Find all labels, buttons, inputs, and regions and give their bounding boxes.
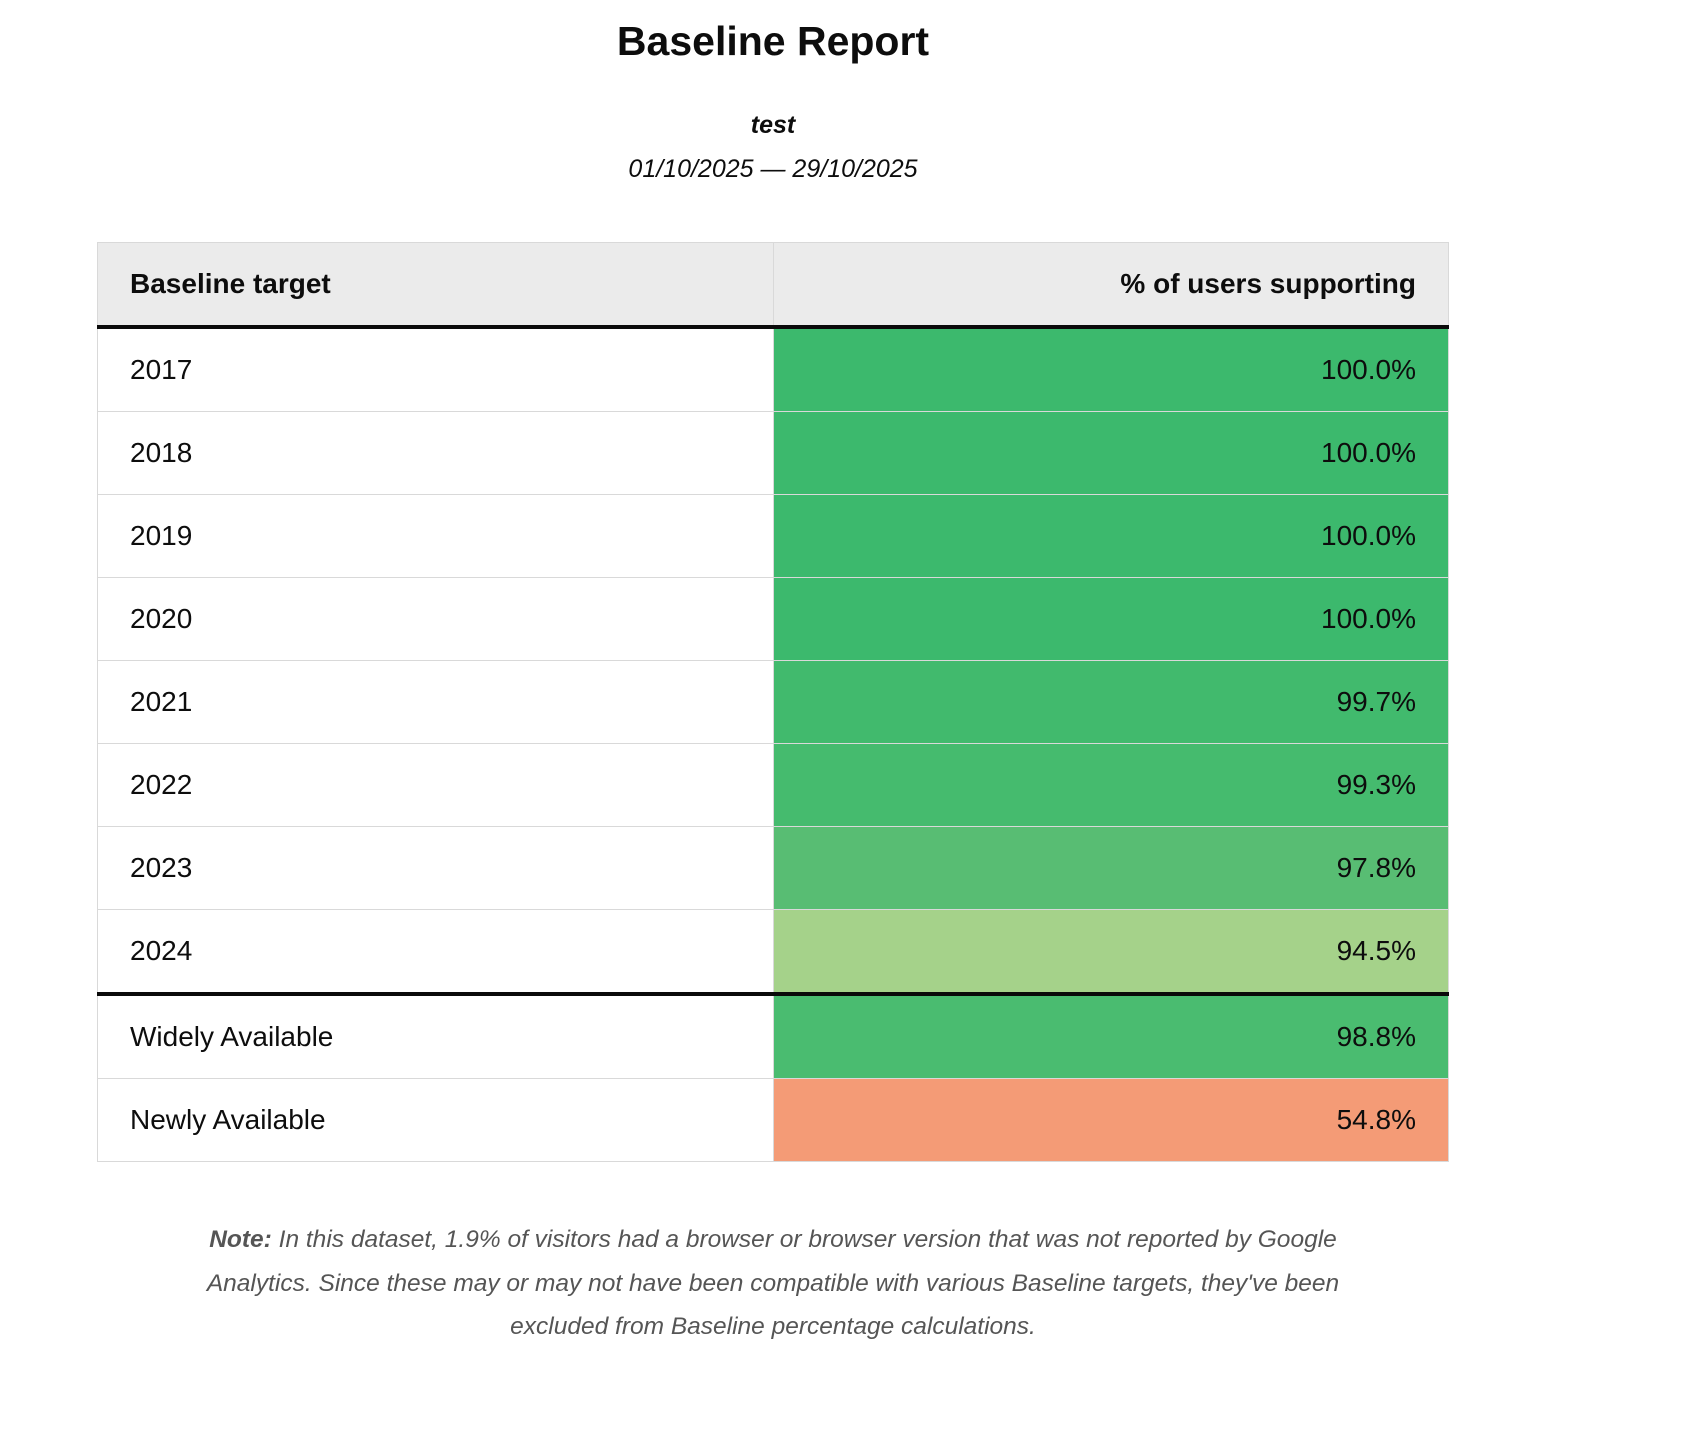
baseline-target-cell: Newly Available — [97, 1078, 774, 1162]
baseline-target-cell: 2017 — [97, 326, 774, 412]
baseline-target-cell: 2022 — [97, 743, 774, 827]
table-header: Baseline target % of users supporting — [97, 242, 1449, 329]
table-row: 2018 100.0% — [97, 411, 1449, 495]
percent-supporting-cell: 100.0% — [772, 577, 1449, 661]
baseline-target-cell: 2021 — [97, 660, 774, 744]
percent-supporting-cell: 100.0% — [772, 494, 1449, 578]
percent-supporting-cell: 97.8% — [772, 826, 1449, 910]
baseline-report-table: Baseline target % of users supporting 20… — [97, 242, 1449, 1162]
report-subtitle: test — [750, 111, 796, 139]
percent-supporting-cell: 99.7% — [772, 660, 1449, 744]
table-row: 2020 100.0% — [97, 577, 1449, 661]
percent-supporting-cell: 100.0% — [772, 326, 1449, 412]
footnote: Note: In this dataset, 1.9% of visitors … — [186, 1218, 1361, 1349]
page-title: Baseline Report — [616, 18, 930, 64]
report-date-range: 01/10/2025 — 29/10/2025 — [628, 155, 918, 183]
percent-supporting-cell: 98.8% — [772, 992, 1449, 1079]
baseline-target-cell: 2019 — [97, 494, 774, 578]
baseline-target-cell: 2024 — [97, 909, 774, 995]
percent-supporting-cell: 94.5% — [772, 909, 1449, 995]
table-row: Newly Available 54.8% — [97, 1078, 1449, 1162]
table-row: 2023 97.8% — [97, 826, 1449, 910]
column-header-percent-users: % of users supporting — [772, 242, 1449, 329]
footnote-text: In this dataset, 1.9% of visitors had a … — [206, 1226, 1340, 1341]
percent-supporting-cell: 54.8% — [772, 1078, 1449, 1162]
table-header-row: Baseline target % of users supporting — [97, 242, 1449, 329]
table-row: 2021 99.7% — [97, 660, 1449, 744]
table-row: 2017 100.0% — [97, 326, 1449, 412]
table-row: 2024 94.5% — [97, 909, 1449, 995]
baseline-target-cell: 2020 — [97, 577, 774, 661]
table-row: 2019 100.0% — [97, 494, 1449, 578]
baseline-target-cell: Widely Available — [97, 992, 774, 1079]
percent-supporting-cell: 100.0% — [772, 411, 1449, 495]
baseline-target-cell: 2023 — [97, 826, 774, 910]
baseline-target-cell: 2018 — [97, 411, 774, 495]
footnote-label: Note: — [209, 1226, 272, 1253]
column-header-baseline-target: Baseline target — [97, 242, 774, 329]
table-body: 2017 100.0% 2018 100.0% 2019 100.0% 2020… — [97, 326, 1449, 1162]
table-row: Widely Available 98.8% — [97, 992, 1449, 1079]
percent-supporting-cell: 99.3% — [772, 743, 1449, 827]
report-page: Baseline Report test 01/10/2025 — 29/10/… — [97, 0, 1449, 1349]
table-row: 2022 99.3% — [97, 743, 1449, 827]
